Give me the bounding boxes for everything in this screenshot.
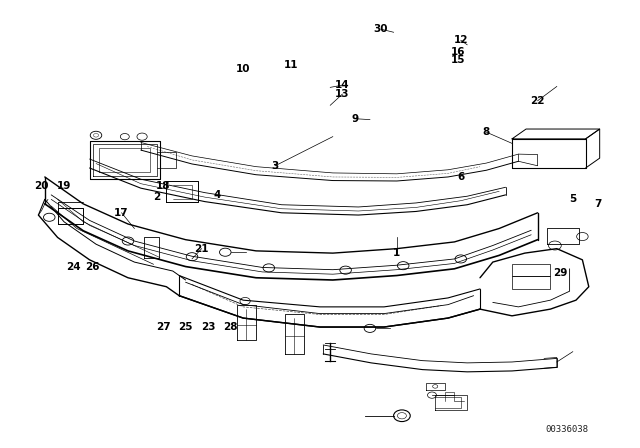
Text: 00336038: 00336038 (545, 425, 588, 434)
Text: 3: 3 (271, 161, 279, 171)
Text: 13: 13 (335, 89, 349, 99)
Text: 10: 10 (236, 65, 250, 74)
Text: 1: 1 (393, 248, 401, 258)
Text: 16: 16 (451, 47, 465, 56)
Text: 15: 15 (451, 56, 465, 65)
Text: 14: 14 (335, 80, 349, 90)
Text: 11: 11 (284, 60, 298, 70)
Text: 20: 20 (35, 181, 49, 191)
Bar (512, 276, 550, 289)
Text: 8: 8 (483, 127, 490, 137)
Text: 22: 22 (531, 96, 545, 106)
Text: 21: 21 (195, 244, 209, 254)
Text: 23: 23 (201, 322, 215, 332)
Text: 5: 5 (569, 194, 577, 204)
Text: 27: 27 (156, 322, 170, 332)
Text: 12: 12 (454, 35, 468, 45)
Text: 2: 2 (153, 192, 161, 202)
Text: 25: 25 (179, 322, 193, 332)
Text: 28: 28 (223, 322, 237, 332)
Text: 4: 4 (214, 190, 221, 200)
Text: 17: 17 (115, 208, 129, 218)
Bar (512, 264, 550, 276)
Text: 7: 7 (595, 199, 602, 209)
Text: 30: 30 (374, 24, 388, 34)
Text: 29: 29 (553, 268, 567, 278)
Text: 9: 9 (351, 114, 359, 124)
Text: 18: 18 (156, 181, 170, 191)
Text: 6: 6 (457, 172, 465, 182)
Text: 24: 24 (67, 262, 81, 271)
Text: 26: 26 (86, 262, 100, 271)
Text: 19: 19 (57, 181, 71, 191)
